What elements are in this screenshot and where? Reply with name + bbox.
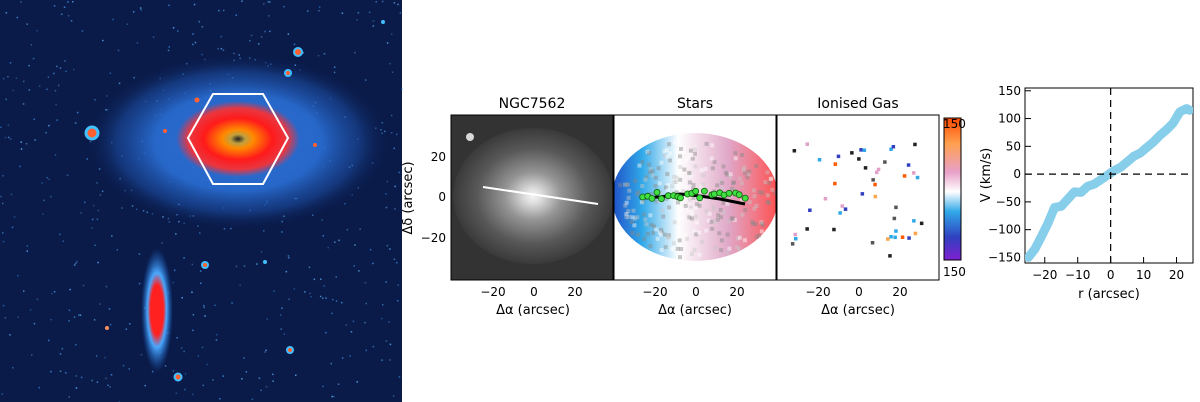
- colorbar: 150 150: [943, 117, 966, 279]
- gas-xtick-20: 20: [892, 285, 907, 299]
- ngc-xtick-m20: −20: [480, 285, 505, 299]
- gas-pixels: [790, 142, 924, 258]
- stars-xtick-m20: −20: [642, 285, 667, 299]
- chart-xtick-label: −10: [1065, 268, 1090, 282]
- panel-title-gas: Ionised Gas: [817, 96, 898, 112]
- chart-ytick-label: −100: [988, 223, 1021, 237]
- stars-xtick-0: 0: [692, 285, 700, 299]
- panel-title-stars: Stars: [677, 96, 713, 112]
- ngc-xtick-0: 0: [530, 285, 538, 299]
- hexagon-outline: [186, 93, 290, 185]
- tracer-points: [639, 187, 749, 203]
- ngc-ytick-0: 0: [438, 190, 446, 204]
- chart-ytick-label: −50: [996, 195, 1021, 209]
- gas-xlabel: Δα (arcsec): [821, 303, 895, 318]
- chart-ytick-label: 0: [1013, 167, 1021, 181]
- panel-ionised-gas: Ionised Gas −20 0 20 Δα (arcsec): [776, 96, 940, 318]
- panel-title-ngc: NGC7562: [499, 96, 566, 112]
- stars-xtick-20: 20: [729, 285, 744, 299]
- galaxy-image: [0, 0, 403, 402]
- stars-field: [84, 20, 385, 382]
- chart-ytick-label: 100: [998, 112, 1021, 126]
- ngc-xlabel: Δα (arcsec): [496, 303, 570, 318]
- gas-xtick-m20: −20: [805, 285, 830, 299]
- field-star: [466, 133, 474, 141]
- position-angle-line: [482, 186, 599, 205]
- chart-ylabel: V (km/s): [979, 148, 994, 203]
- panel-stars: Stars −20 0 20 Δα (arcsec): [613, 96, 777, 318]
- panel-ngc7562: NGC7562 20 0 −20 Δδ (arcsec) −20 0 20 Δα…: [401, 96, 614, 318]
- chart-xlabel: r (arcsec): [1078, 287, 1140, 302]
- chart-ytick-label: −150: [988, 250, 1021, 264]
- ngc-ytick-m20: −20: [421, 231, 446, 245]
- chart-xtick-label: 10: [1136, 268, 1151, 282]
- chart-ytick-label: 50: [1006, 139, 1021, 153]
- colorbar-min: 150: [943, 265, 966, 279]
- chart-xtick-label: 20: [1169, 268, 1184, 282]
- chart-xtick-label: 0: [1107, 268, 1115, 282]
- chart-ytick-label: 150: [998, 84, 1021, 98]
- colorbar-max: 150: [943, 117, 966, 131]
- stars-xlabel: Δα (arcsec): [658, 303, 732, 318]
- ngc-ylabel: Δδ (arcsec): [401, 161, 416, 234]
- ngc-ytick-20: 20: [431, 150, 446, 164]
- gas-xtick-0: 0: [855, 285, 863, 299]
- ngc-xtick-20: 20: [567, 285, 582, 299]
- chart-xtick-label: −20: [1032, 268, 1057, 282]
